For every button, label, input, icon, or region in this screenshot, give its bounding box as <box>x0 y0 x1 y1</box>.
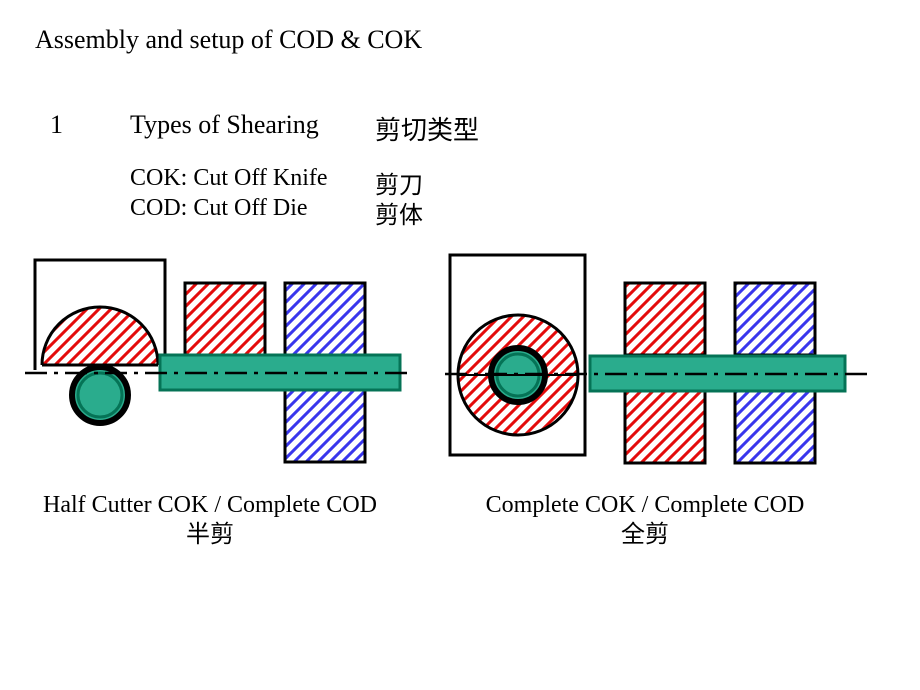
left-caption-zh: 半剪 <box>10 520 410 550</box>
left-small-circle-inner <box>78 373 122 417</box>
diagram-svg <box>0 0 920 690</box>
right-red-block-bottom <box>625 391 705 463</box>
left-caption: Half Cutter COK / Complete COD 半剪 <box>10 490 410 550</box>
right-caption-en: Complete COK / Complete COD <box>445 490 845 520</box>
left-blue-block-bottom <box>285 390 365 462</box>
right-red-block-top <box>625 283 705 355</box>
left-blue-block-top <box>285 283 365 355</box>
left-diagram <box>25 260 410 462</box>
right-blue-block-top <box>735 283 815 355</box>
left-red-block <box>185 283 265 355</box>
right-caption-zh: 全剪 <box>445 520 845 550</box>
left-caption-en: Half Cutter COK / Complete COD <box>10 490 410 520</box>
right-blue-block-bottom <box>735 391 815 463</box>
right-diagram <box>445 255 870 463</box>
right-caption: Complete COK / Complete COD 全剪 <box>445 490 845 550</box>
